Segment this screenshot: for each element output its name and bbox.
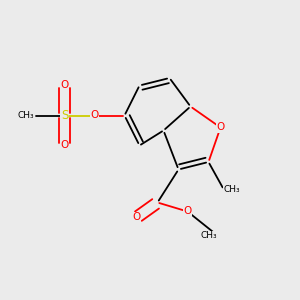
Text: O: O [60, 80, 69, 91]
Text: O: O [183, 206, 192, 217]
Text: CH₃: CH₃ [201, 231, 217, 240]
Text: O: O [132, 212, 141, 223]
Text: CH₃: CH₃ [18, 111, 34, 120]
Text: CH₃: CH₃ [224, 184, 240, 194]
Text: O: O [216, 122, 225, 133]
Text: O: O [90, 110, 99, 121]
Text: O: O [60, 140, 69, 151]
Text: S: S [61, 109, 68, 122]
